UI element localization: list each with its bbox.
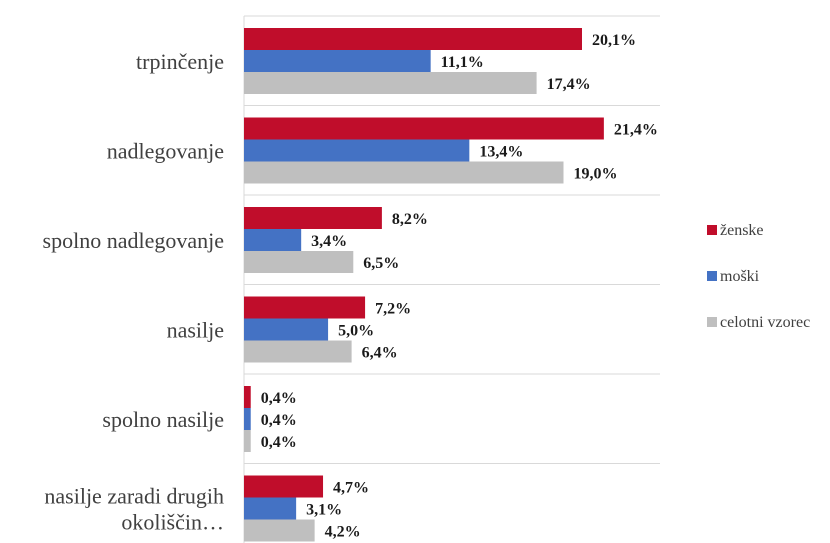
data-label: 3,4% [311, 233, 347, 250]
data-label: 11,1% [441, 54, 484, 71]
bar-celotni-vzorec [244, 340, 352, 363]
data-label: 5,0% [338, 323, 374, 340]
category-label: trpinčenje [136, 49, 224, 74]
bar-ženske [244, 475, 324, 498]
bar-moški [244, 50, 431, 72]
category-label: nasilje [167, 318, 224, 343]
data-label: 13,4% [479, 144, 523, 161]
data-label: 17,4% [547, 76, 591, 93]
data-label: 0,4% [261, 390, 297, 407]
bar-celotni-vzorec [244, 161, 564, 184]
data-label: 19,0% [574, 166, 618, 183]
legend-label: ženske [720, 222, 764, 239]
bar-moški [244, 139, 470, 162]
category-label: nasilje zaradi drugih [44, 484, 224, 509]
category-label: nadlegovanje [107, 139, 224, 164]
bar-ženske [244, 207, 382, 229]
bar-moški [244, 408, 251, 430]
bar-ženske [244, 386, 251, 408]
data-label: 8,2% [392, 211, 428, 228]
bar-celotni-vzorec [244, 430, 251, 452]
data-label: 6,5% [363, 255, 399, 272]
bar-celotni-vzorec [244, 251, 354, 273]
data-label: 20,1% [592, 32, 636, 49]
bar-moški [244, 497, 297, 520]
data-label: 21,4% [614, 122, 658, 139]
bar-ženske [244, 117, 604, 140]
bar-ženske [244, 296, 366, 319]
data-label: 0,4% [261, 434, 297, 451]
bar-moški [244, 229, 302, 251]
data-label: 4,2% [325, 524, 361, 541]
category-label: spolno nasilje [102, 407, 224, 432]
legend-swatch [707, 271, 717, 281]
data-label: 4,7% [333, 480, 369, 497]
bar-ženske [244, 28, 582, 50]
bar-celotni-vzorec [244, 72, 537, 94]
legend-label: celotni vzorec [720, 314, 810, 331]
data-label: 6,4% [362, 345, 398, 362]
data-label: 0,4% [261, 412, 297, 429]
legend-label: moški [720, 268, 760, 285]
legend-swatch [707, 317, 717, 327]
bar-moški [244, 318, 329, 341]
legend-swatch [707, 225, 717, 235]
bar-celotni-vzorec [244, 519, 315, 542]
data-label: 7,2% [375, 301, 411, 318]
category-label: okoliščin… [121, 510, 224, 535]
data-label: 3,1% [306, 502, 342, 519]
category-label: spolno nadlegovanje [43, 228, 224, 253]
